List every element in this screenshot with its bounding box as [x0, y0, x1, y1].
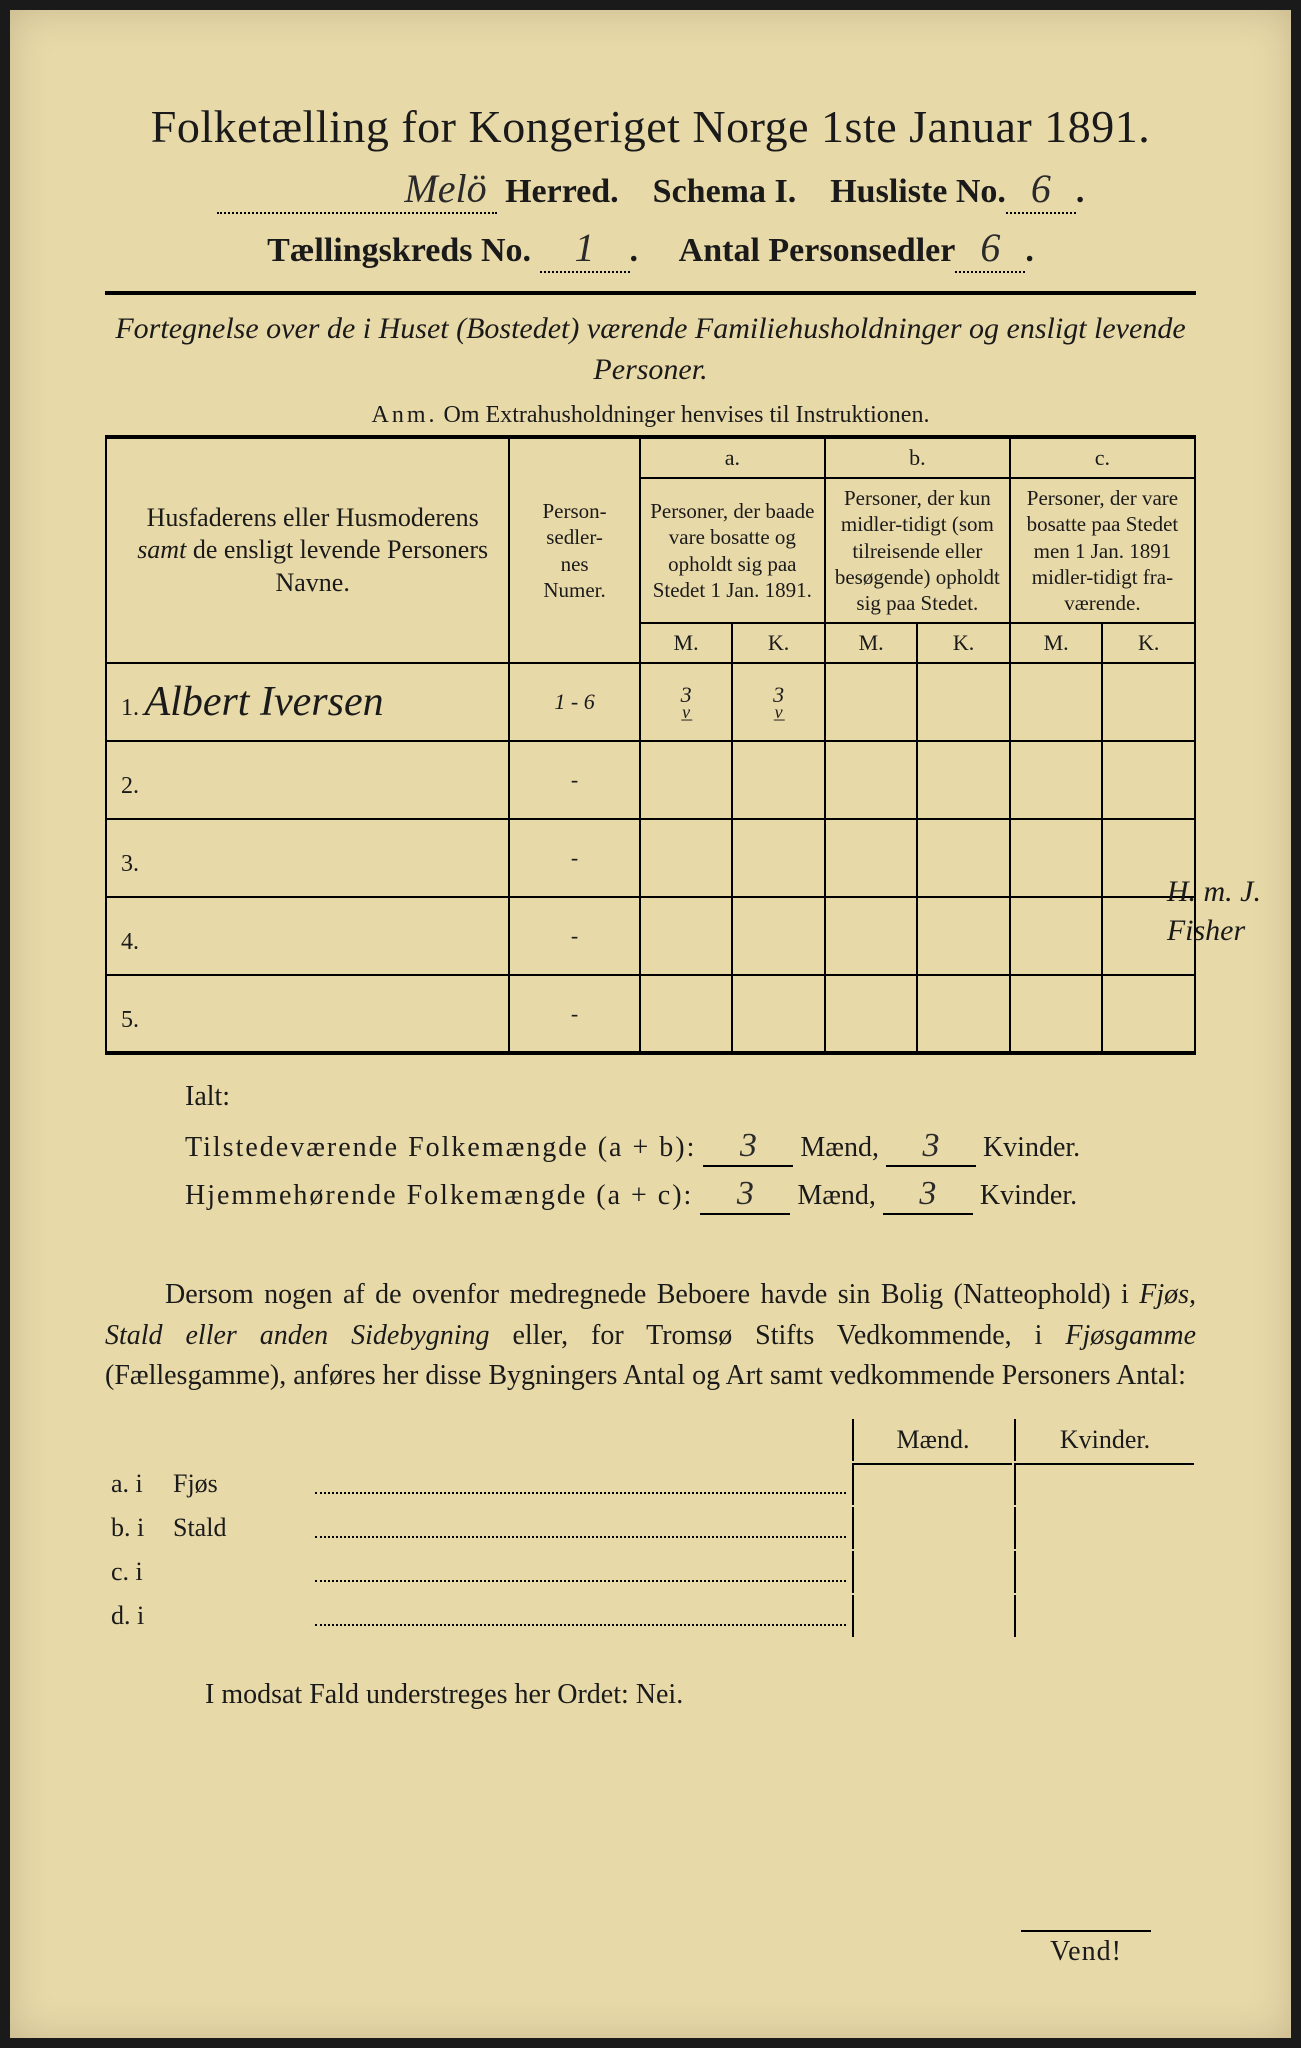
col-c-k: K.: [1102, 623, 1195, 663]
totals-block: Ialt: Tilstedeværende Folkemængde (a + b…: [185, 1081, 1196, 1215]
building-row: d. i: [107, 1595, 1194, 1637]
building-table: Mænd. Kvinder. a. i Fjøs b. i Stald c. i…: [105, 1417, 1196, 1639]
col-b-m: M.: [825, 623, 918, 663]
building-row: a. i Fjøs: [107, 1463, 1194, 1505]
margin-annotation: H. m. J. Fisher: [1167, 872, 1261, 950]
table-row: 5. -: [106, 975, 1195, 1053]
header-line-2: Tællingskreds No. 1. Antal Personsedler6…: [105, 224, 1196, 273]
head-c: Personer, der vare bosatte paa Stedet me…: [1015, 485, 1190, 616]
instruction-paragraph: Dersom nogen af de ovenfor medregnede Be…: [105, 1275, 1196, 1397]
head-a: Personer, der baade vare bosatte og opho…: [645, 498, 820, 603]
nei-line: I modsat Fald understreges her Ordet: Ne…: [105, 1679, 1196, 1711]
bt-kvinder: Kvinder.: [1014, 1419, 1194, 1461]
building-row: c. i: [107, 1551, 1194, 1593]
sum1-label: Tilstedeværende Folkemængde (a + b):: [185, 1132, 696, 1163]
sum2-m: 3: [737, 1175, 754, 1212]
col-b-k: K.: [917, 623, 1010, 663]
header-line-1: Melö Herred. Schema I. Husliste No.6.: [105, 165, 1196, 214]
herred-value: Melö: [404, 166, 486, 211]
maend-label-1: Mænd,: [800, 1132, 879, 1163]
sedler-value: 6: [980, 225, 1000, 270]
anm-note: Anm. Anm. Om Extrahusholdninger henvises…: [105, 402, 1196, 429]
margin-note-1: H. m. J.: [1167, 872, 1261, 911]
schema-label: Schema I.: [653, 173, 797, 210]
col-c-label: c.: [1010, 437, 1195, 478]
husliste-label: Husliste No.: [830, 173, 1006, 210]
husliste-value: 6: [1031, 166, 1051, 211]
col-a-m: M.: [640, 623, 733, 663]
ialt-label: Ialt:: [185, 1081, 1196, 1113]
rule-1: [105, 291, 1196, 295]
building-row: b. i Stald: [107, 1507, 1194, 1549]
kvinder-label-2: Kvinder.: [980, 1180, 1077, 1211]
kvinder-label-1: Kvinder.: [983, 1132, 1080, 1163]
bt-maend: Mænd.: [852, 1419, 1012, 1461]
sum2-label: Hjemmehørende Folkemængde (a + c):: [185, 1180, 693, 1211]
sum2-k: 3: [919, 1175, 936, 1212]
herred-label: Herred.: [505, 173, 619, 210]
table-row: 2. -: [106, 741, 1195, 819]
kreds-label: Tællingskreds No.: [267, 232, 531, 269]
sedler-label: Antal Personsedler: [679, 232, 956, 269]
vend-label: Vend!: [1021, 1930, 1151, 1968]
col-c-m: M.: [1010, 623, 1103, 663]
census-form-page: Folketælling for Kongeriget Norge 1ste J…: [10, 10, 1291, 2038]
head-b: Personer, der kun midler-tidigt (som til…: [830, 485, 1005, 616]
table-row: 3. -: [106, 819, 1195, 897]
maend-label-2: Mænd,: [797, 1180, 876, 1211]
table-row: 1. Albert Iversen 1 - 6 3͟v 3͟v: [106, 663, 1195, 741]
margin-note-2: Fisher: [1167, 911, 1261, 950]
col-a-label: a.: [640, 437, 825, 478]
table-row: 4. -: [106, 897, 1195, 975]
sum1-m: 3: [740, 1127, 757, 1164]
col-a-k: K.: [732, 623, 825, 663]
kreds-value: 1: [575, 225, 595, 270]
subtitle: Fortegnelse over de i Huset (Bostedet) v…: [105, 309, 1196, 390]
sum1-k: 3: [922, 1127, 939, 1164]
document-title: Folketælling for Kongeriget Norge 1ste J…: [105, 100, 1196, 153]
col-b-label: b.: [825, 437, 1010, 478]
main-table: Husfaderens eller Husmoderens samt de en…: [105, 435, 1196, 1055]
